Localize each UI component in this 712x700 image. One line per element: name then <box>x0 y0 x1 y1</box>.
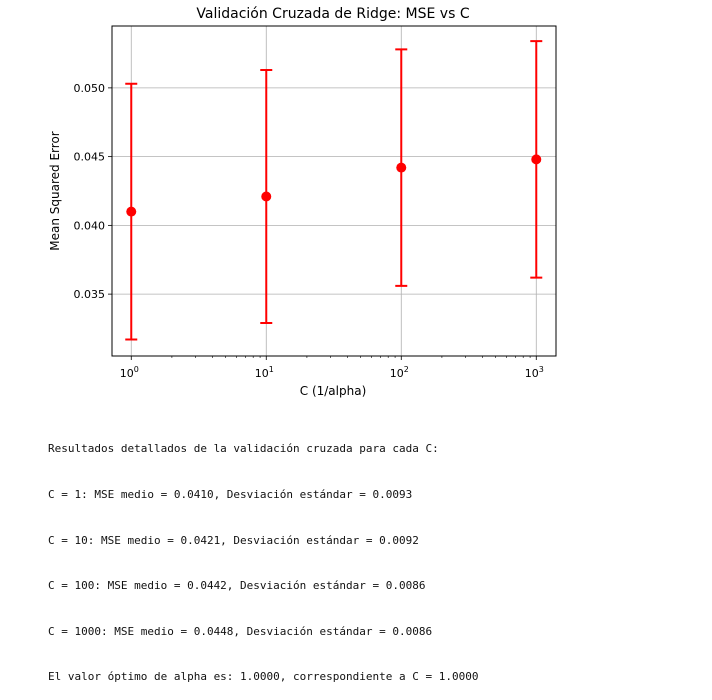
data-point <box>396 162 407 173</box>
console-line: C = 1000: MSE medio = 0.0448, Desviación… <box>48 624 433 638</box>
chart-title: Validación Cruzada de Ridge: MSE vs C <box>196 6 469 22</box>
console-line: C = 100: MSE medio = 0.0442, Desviación … <box>48 579 426 593</box>
console-line: El valor óptimo de alpha es: 1.0000, cor… <box>48 670 479 684</box>
data-point <box>261 191 272 202</box>
data-point <box>531 154 542 165</box>
y-tick-label: 0.045 <box>74 151 106 164</box>
x-tick-label: 102 <box>390 365 409 380</box>
x-axis-label: C (1/alpha) <box>300 384 367 398</box>
y-tick-label: 0.050 <box>74 82 106 95</box>
y-tick-label: 0.035 <box>74 288 106 301</box>
grid-lines <box>112 26 556 356</box>
axis-ticks: 100 101 102 103 0.035 0.040 0.045 0.050 <box>74 82 544 380</box>
console-output: Resultados detallados de la validación c… <box>48 411 478 700</box>
x-tick-label: 101 <box>255 365 274 380</box>
mse-chart: Validación Cruzada de Ridge: MSE vs C 10… <box>48 6 557 398</box>
data-point <box>126 206 137 217</box>
console-line: Resultados detallados de la validación c… <box>48 442 439 456</box>
x-tick-label: 103 <box>525 365 544 380</box>
console-line: C = 10: MSE medio = 0.0421, Desviación e… <box>48 533 419 547</box>
plot-frame <box>111 25 557 357</box>
console-line: C = 1: MSE medio = 0.0410, Desviación es… <box>48 488 413 501</box>
error-bars <box>125 40 543 341</box>
y-axis-label: Mean Squared Error <box>48 131 62 251</box>
x-tick-label: 100 <box>120 365 139 380</box>
y-tick-label: 0.040 <box>74 219 106 232</box>
